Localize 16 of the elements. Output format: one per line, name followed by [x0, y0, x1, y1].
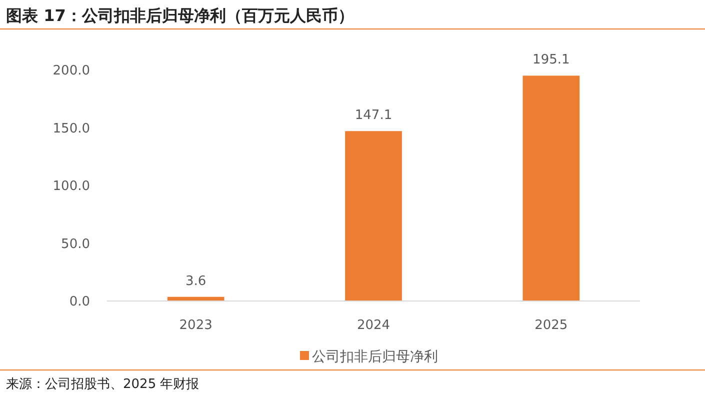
data-label: 3.6	[185, 274, 206, 289]
source-note: 来源：公司招股书、2025 年财报	[6, 377, 200, 392]
bar	[345, 131, 402, 301]
x-tick-label: 2023	[179, 318, 212, 333]
y-tick-label: 200.0	[52, 64, 90, 78]
x-tick-label: 2025	[534, 318, 568, 333]
legend-label: 公司扣非后归母净利	[312, 349, 438, 365]
bar	[522, 76, 580, 301]
y-tick-label: 150.0	[52, 121, 90, 136]
x-tick-label: 2024	[356, 318, 390, 333]
y-tick-label: 50.0	[61, 236, 90, 252]
data-label: 195.1	[532, 52, 570, 68]
y-tick-label: 0.0	[69, 294, 90, 310]
y-tick-label: 100.0	[52, 179, 90, 194]
chart-title: 图表 17：公司扣非后归母净利（百万元人民币）	[6, 6, 354, 25]
data-label: 147.1	[354, 108, 392, 124]
